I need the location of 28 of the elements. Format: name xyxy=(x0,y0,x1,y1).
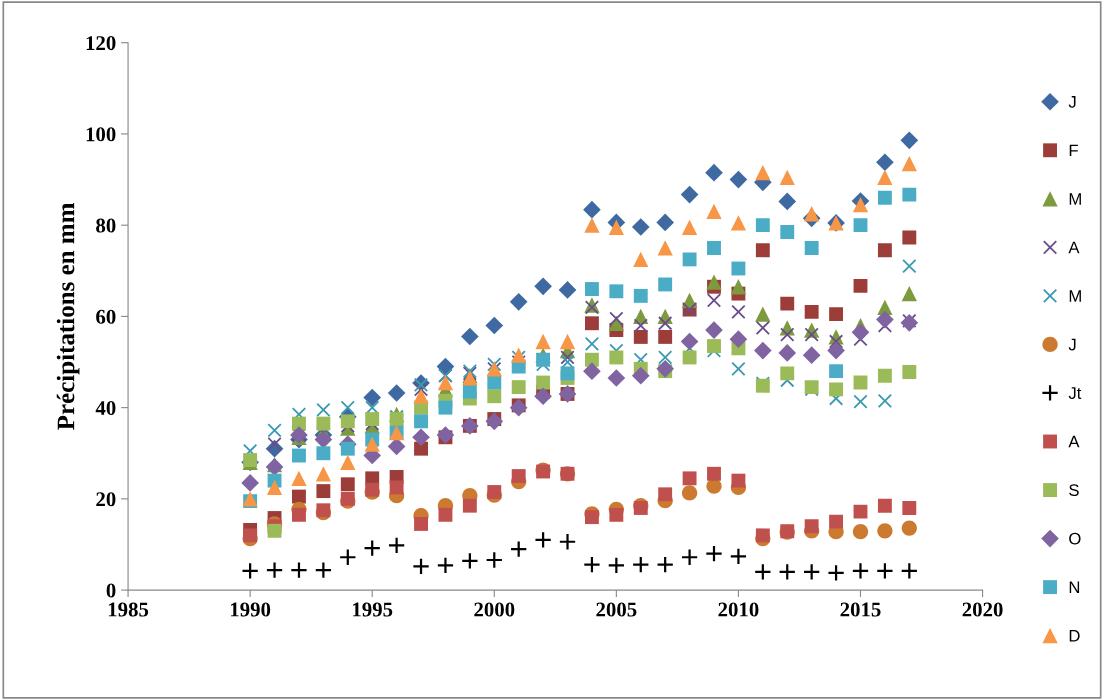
legend-label: A xyxy=(1068,241,1080,254)
y-tick-label: 20 xyxy=(96,492,116,507)
legend-label: F xyxy=(1069,144,1078,157)
y-tick-label: 0 xyxy=(106,583,116,598)
legend-label: J xyxy=(1068,96,1076,108)
y-tick-label: 120 xyxy=(86,36,116,51)
legend-label: Jt xyxy=(1068,387,1082,399)
x-tick-label: 1985 xyxy=(108,602,149,617)
x-tick-label: 2020 xyxy=(962,602,1003,617)
x-tick-label: 1990 xyxy=(230,602,271,617)
x-tick-label: 2005 xyxy=(596,602,637,617)
y-tick-label: 100 xyxy=(86,127,116,142)
legend-label: S xyxy=(1069,484,1079,497)
legend-label: J xyxy=(1068,338,1076,351)
legend-label: N xyxy=(1069,581,1080,593)
y-tick-label: 60 xyxy=(96,309,116,324)
legend-label: O xyxy=(1069,532,1081,545)
legend-label: A xyxy=(1068,435,1080,448)
x-tick-label: 2010 xyxy=(718,602,759,617)
y-tick-label: 40 xyxy=(95,401,116,416)
legend-label: M xyxy=(1069,290,1081,302)
legend-label: M xyxy=(1069,193,1081,205)
x-tick-label: 2000 xyxy=(474,602,515,617)
x-tick-label: 2015 xyxy=(840,602,881,617)
legend-label: D xyxy=(1069,630,1080,642)
x-tick-label: 1995 xyxy=(353,602,393,617)
y-axis-title: Précipitations en mm xyxy=(56,202,80,430)
y-tick-label: 80 xyxy=(96,218,116,233)
